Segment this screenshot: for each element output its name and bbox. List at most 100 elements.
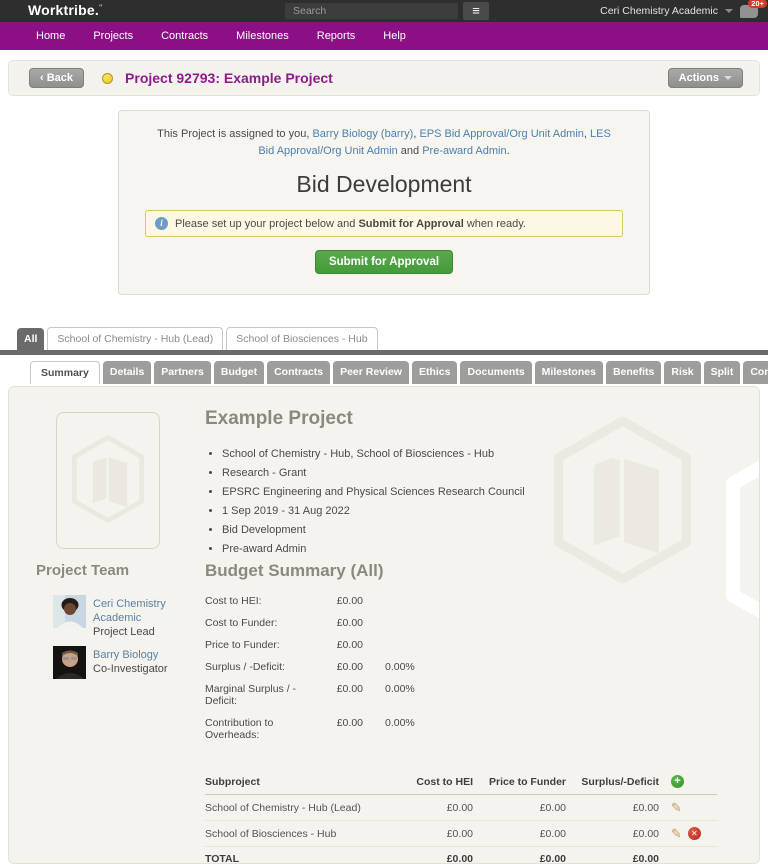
tab-benefits[interactable]: Benefits (605, 361, 662, 385)
budget-percent: 0.00% (385, 661, 415, 674)
tab-ethics[interactable]: Ethics (411, 361, 458, 385)
tab-peer-review[interactable]: Peer Review (333, 361, 409, 385)
assigned-link-barry[interactable]: Barry Biology (barry) (312, 128, 414, 140)
total-label: TOTAL (205, 853, 240, 864)
budget-row: Cost to HEI: £0.00 (205, 595, 717, 607)
worktribe-watermark-small (72, 435, 145, 524)
budget-value: £0.00 (336, 683, 363, 696)
table-row: School of Chemistry - Hub (Lead) £0.00 £… (205, 795, 717, 822)
tab-all[interactable]: All (17, 328, 45, 351)
tab-partners[interactable]: Partners (154, 361, 211, 385)
cell-price: £0.00 (539, 827, 566, 840)
budget-label: Cost to Funder: (205, 617, 278, 630)
assigned-text-part: and (397, 145, 423, 158)
table-header-row: Subproject Cost to HEI Price to Funder S… (205, 769, 717, 796)
cell-cost: £0.00 (446, 827, 473, 840)
section-tab-bar: Summary Details Partners Budget Contract… (30, 361, 768, 385)
page-title: Project 92793: Example Project (125, 70, 333, 86)
submit-for-approval-button[interactable]: Submit for Approval (314, 250, 454, 275)
subproject-table: Subproject Cost to HEI Price to Funder S… (205, 769, 717, 864)
project-title: Example Project (205, 408, 353, 430)
add-subproject-icon[interactable]: + (671, 775, 684, 789)
notifications-icon[interactable]: 20+ (740, 0, 767, 18)
project-detail-item: Bid Development (222, 521, 717, 540)
budget-value: £0.00 (336, 661, 363, 674)
tab-risk[interactable]: Risk (664, 361, 701, 385)
edit-subproject-icon[interactable]: ✎ (671, 826, 682, 842)
actions-button[interactable]: Actions (667, 68, 743, 88)
col-header-price-to-funder: Price to Funder (488, 775, 566, 788)
cell-price: £0.00 (539, 801, 566, 814)
hamburger-menu-icon[interactable]: ≡ (463, 2, 489, 20)
stage-title: Bid Development (296, 171, 472, 198)
caret-down-icon (725, 9, 733, 13)
team-member-role: Co-Investigator (93, 663, 168, 676)
user-menu[interactable]: Ceri Chemistry Academic 20+ (600, 0, 767, 22)
worktribe-logo[interactable]: Worktribe.″ (28, 2, 103, 18)
nav-item-contracts[interactable]: Contracts (161, 30, 209, 42)
tab-split[interactable]: Split (703, 361, 741, 385)
subproject-tab-bar: All School of Chemistry - Hub (Lead) Sch… (0, 327, 768, 356)
budget-row: Marginal Surplus / -Deficit: £0.00 0.00% (205, 683, 717, 707)
table-total-row: TOTAL £0.00 £0.00 £0.00 (205, 847, 717, 864)
notification-badge: 20+ (748, 0, 767, 8)
budget-row: Price to Funder: £0.00 (205, 639, 717, 651)
team-member: Barry Biology Co-Investigator (53, 646, 201, 680)
assigned-text-part: . (506, 145, 510, 158)
avatar (53, 646, 86, 680)
tab-budget[interactable]: Budget (213, 361, 265, 385)
info-icon: i (155, 217, 168, 231)
budget-row: Contribution to Overheads: £0.00 0.00% (205, 717, 717, 741)
nav-item-reports[interactable]: Reports (316, 30, 356, 42)
project-detail-item: Research - Grant (222, 464, 717, 483)
main-nav: Home Projects Contracts Milestones Repor… (0, 22, 768, 50)
project-detail-item: School of Chemistry - Hub, School of Bio… (222, 445, 717, 464)
budget-summary-heading: Budget Summary (All) (205, 561, 384, 581)
budget-row: Cost to Funder: £0.00 (205, 617, 717, 629)
bid-section: This Project is assigned to you, Barry B… (0, 96, 768, 296)
assigned-text-part: , (583, 128, 591, 140)
tab-contracts[interactable]: Contracts (267, 361, 331, 385)
tab-comments[interactable]: Comments (743, 361, 768, 385)
nav-item-help[interactable]: Help (383, 30, 406, 42)
top-bar: Worktribe.″ ≡ Ceri Chemistry Academic 20… (0, 0, 768, 22)
col-header-surplus-deficit: Surplus/-Deficit (581, 775, 659, 788)
nav-item-home[interactable]: Home (36, 30, 66, 42)
budget-label: Cost to HEI: (205, 595, 262, 608)
budget-percent: 0.00% (385, 683, 415, 696)
budget-label: Price to Funder: (205, 639, 280, 652)
col-header-subproject: Subproject (205, 775, 260, 788)
back-button[interactable]: ‹ Back (29, 68, 85, 88)
cell-surplus: £0.00 (632, 801, 659, 814)
subproject-name: School of Chemistry - Hub (Lead) (205, 801, 361, 814)
team-member-name-link[interactable]: Ceri Chemistry Academic (93, 598, 166, 625)
delete-subproject-icon[interactable]: ✕ (687, 827, 701, 841)
project-detail-item: 1 Sep 2019 - 31 Aug 2022 (222, 502, 717, 521)
total-price: £0.00 (539, 853, 566, 864)
team-member-list: Ceri Chemistry Academic Project Lead Bar… (53, 595, 201, 680)
tab-milestones[interactable]: Milestones (534, 361, 603, 385)
team-member: Ceri Chemistry Academic Project Lead (53, 595, 201, 639)
tab-summary[interactable]: Summary (30, 361, 100, 385)
tab-school-of-biosciences[interactable]: School of Biosciences - Hub (226, 327, 378, 351)
edit-subproject-icon[interactable]: ✎ (671, 800, 682, 816)
nav-item-projects[interactable]: Projects (93, 30, 134, 42)
assigned-link-preaward-admin[interactable]: Pre-award Admin (422, 145, 507, 158)
alert-text: Please set up your project below and Sub… (175, 217, 526, 230)
project-team-heading: Project Team (36, 562, 130, 580)
nav-item-milestones[interactable]: Milestones (236, 30, 289, 42)
project-detail-list: School of Chemistry - Hub, School of Bio… (222, 445, 717, 559)
logo-trademark: ″ (98, 4, 103, 12)
assigned-link-eps-admin[interactable]: EPS Bid Approval/Org Unit Admin (419, 128, 584, 140)
assigned-link-les-admin[interactable]: LES Bid Approval/Org Unit Admin (258, 128, 611, 158)
team-member-name-link[interactable]: Barry Biology (93, 649, 159, 662)
summary-panel: Project Team Ceri Chemistry Academic Pro… (8, 386, 760, 864)
project-detail-item: Pre-award Admin (222, 540, 717, 559)
search-input[interactable] (285, 3, 458, 19)
cell-surplus: £0.00 (632, 827, 659, 840)
tab-documents[interactable]: Documents (460, 361, 532, 385)
tab-school-of-chemistry[interactable]: School of Chemistry - Hub (Lead) (47, 327, 224, 351)
budget-summary: Cost to HEI: £0.00 Cost to Funder: £0.00 P… (205, 595, 717, 741)
tab-details[interactable]: Details (102, 361, 152, 385)
assigned-text-part: , (413, 128, 420, 140)
